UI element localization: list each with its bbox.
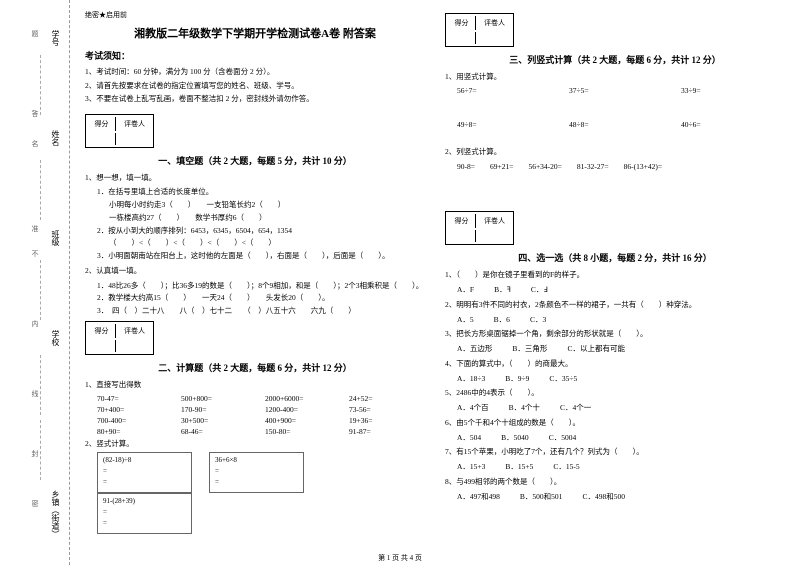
vert2-items: 90-8= 69+21= 56+34-20= 81-32-27= 86-(13+… bbox=[457, 161, 785, 174]
rules-block: 1、考试时间：60 分钟，满分为 100 分（含卷面分 2 分）。 2、请首先按… bbox=[85, 65, 425, 106]
content-area: 绝密★启用前 湘教版二年级数学下学期开学检测试卷A卷 附答案 考试须知： 1、考… bbox=[70, 0, 800, 565]
margin-hint: 线 bbox=[30, 390, 40, 397]
margin-dash bbox=[40, 55, 41, 115]
vert1-stem: 1、用竖式计算。 bbox=[445, 71, 785, 84]
calc-box: (82-18)÷8== bbox=[97, 452, 192, 493]
vert2-stem: 2、列竖式计算。 bbox=[445, 146, 785, 159]
part2-title: 二、计算题（共 2 大题，每题 6 分，共计 12 分） bbox=[85, 361, 425, 374]
margin-hint: 名 bbox=[30, 140, 40, 147]
q1a-items: 小明每小时约走3（ ） 一支铅笔长约2（ ） 一栋楼高约27（ ） 数学书厚约6… bbox=[109, 199, 425, 225]
right-column: 得分评卷人 三、列竖式计算（共 2 大题，每题 6 分，共计 12 分） 1、用… bbox=[435, 10, 795, 555]
margin-label: 姓名 bbox=[50, 130, 61, 146]
q2c: 3． 四（ ）二十八 八（ ）七十二 （ ）八五十六 六九（ ） bbox=[97, 305, 425, 318]
margin-dash bbox=[40, 260, 41, 320]
q1c: 3．小明面朝南站在阳台上，这时他的左面是（ ），右面是（ ），后面是（ ）。 bbox=[97, 250, 425, 263]
score-box: 得分评卷人 bbox=[445, 13, 514, 47]
c1-opts: A．FB．ꟻC．Ⅎ bbox=[457, 284, 785, 297]
margin-dash bbox=[40, 355, 41, 415]
c3: 3、把长方形桌面锯掉一个角，剩余部分的形状就是（ ）。 bbox=[445, 328, 785, 341]
calc2-boxes: (82-18)÷8== 36+6×8== 91-(28+39)== bbox=[97, 452, 425, 534]
exam-page: 学号 题 姓名 答 名 班级 准 不 学校 内 线 封 乡镇（街道） 密 绝密★… bbox=[0, 0, 800, 565]
grader-label: 评卷人 bbox=[118, 117, 151, 131]
margin-label: 乡镇（街道） bbox=[50, 490, 61, 538]
vert1-grid2: 49÷8=48÷8=40÷6= bbox=[457, 120, 785, 129]
calc1-grid: 70-47=500+800=2000+6000=24+52= 70+400=17… bbox=[97, 394, 425, 436]
calc1-stem: 1、直接写出得数 bbox=[85, 379, 425, 392]
c2-opts: A．5B．6C．3 bbox=[457, 314, 785, 327]
c3-opts: A．五边形B．三角形C．以上都有可能 bbox=[457, 343, 785, 356]
margin-hint: 封 bbox=[30, 450, 40, 457]
page-footer: 第 1 页 共 4 页 bbox=[0, 553, 800, 563]
margin-label: 班级 bbox=[50, 230, 61, 246]
part4-title: 四、选一选（共 8 小题，每题 2 分，共计 16 分） bbox=[445, 251, 785, 264]
margin-hint: 题 bbox=[30, 30, 40, 37]
c5-opts: A．4个百B．4个十C．4个一 bbox=[457, 402, 785, 415]
rule-item: 3、不要在试卷上乱写乱画，卷面不整洁扣 2 分，密封线外请勿作答。 bbox=[85, 92, 425, 106]
c2: 2、明明有3件不同的衬衣，2条颜色不一样的裙子，一共有（ ）种穿法。 bbox=[445, 299, 785, 312]
margin-dash bbox=[40, 160, 41, 220]
binding-margin: 学号 题 姓名 答 名 班级 准 不 学校 内 线 封 乡镇（街道） 密 bbox=[0, 0, 70, 565]
c8-opts: A．497和498B．500和501C．498和500 bbox=[457, 491, 785, 504]
margin-hint: 准 bbox=[30, 225, 40, 232]
q1a: 1．在括号里填上合适的长度单位。 bbox=[97, 186, 425, 199]
c4-opts: A．18÷3B．9÷9C．35÷5 bbox=[457, 373, 785, 386]
q1b-blank: （ ）<（ ）<（ ）<（ ）<（ ） bbox=[109, 237, 425, 250]
c7: 7、有15个苹果，小明吃了7个，还有几个？列式为（ ）。 bbox=[445, 446, 785, 459]
q1-stem: 1、想一想，填一填。 bbox=[85, 172, 425, 185]
score-box: 得分评卷人 bbox=[445, 211, 514, 245]
c4: 4、下面的算式中，（ ）的商最大。 bbox=[445, 358, 785, 371]
calc2-stem: 2、竖式计算。 bbox=[85, 438, 425, 451]
margin-hint: 不 bbox=[30, 250, 40, 257]
c8: 8、与499相邻的两个数是（ ）。 bbox=[445, 476, 785, 489]
notice-head: 考试须知： bbox=[85, 49, 425, 62]
q2b: 2．教学楼大约高15（ ） 一天24（ ） 头发长20（ ）。 bbox=[97, 292, 425, 305]
score-box: 得分评卷人 bbox=[85, 321, 154, 355]
c6: 6、由5个千和4个十组成的数是（ ）。 bbox=[445, 417, 785, 430]
q1b: 2．按从小到大的顺序排列：6453，6345，6504，654，1354 bbox=[97, 225, 425, 238]
margin-label: 学号 bbox=[50, 30, 61, 46]
q2-stem: 2、认真填一填。 bbox=[85, 265, 425, 278]
secret-label: 绝密★启用前 bbox=[85, 10, 425, 20]
c1: 1、（ ）是你在镜子里看到的F的样子。 bbox=[445, 269, 785, 282]
c5: 5、2486中的4表示（ ）。 bbox=[445, 387, 785, 400]
c6-opts: A．504B．5040C．5004 bbox=[457, 432, 785, 445]
score-label: 得分 bbox=[88, 117, 116, 131]
q2a: 1．48比26多（ ）；比36多19的数是（ ）；8个9相加，和是（ ）；2个3… bbox=[97, 280, 425, 293]
left-column: 绝密★启用前 湘教版二年级数学下学期开学检测试卷A卷 附答案 考试须知： 1、考… bbox=[75, 10, 435, 555]
vert1-grid: 56÷7=37÷5=33÷9= bbox=[457, 86, 785, 95]
c7-opts: A．15+3B．15+5C．15-5 bbox=[457, 461, 785, 474]
rule-item: 1、考试时间：60 分钟，满分为 100 分（含卷面分 2 分）。 bbox=[85, 65, 425, 79]
rule-item: 2、请首先按要求在试卷的指定位置填写您的姓名、班级、学号。 bbox=[85, 79, 425, 93]
margin-hint: 内 bbox=[30, 320, 40, 327]
margin-label: 学校 bbox=[50, 330, 61, 346]
calc-box: 91-(28+39)== bbox=[97, 493, 192, 534]
calc-box: 36+6×8== bbox=[209, 452, 304, 493]
exam-title: 湘教版二年级数学下学期开学检测试卷A卷 附答案 bbox=[85, 25, 425, 41]
margin-hint: 答 bbox=[30, 110, 40, 117]
margin-dash bbox=[40, 420, 41, 480]
part3-title: 三、列竖式计算（共 2 大题，每题 6 分，共计 12 分） bbox=[445, 53, 785, 66]
score-box: 得分评卷人 bbox=[85, 114, 154, 148]
part1-title: 一、填空题（共 2 大题，每题 5 分，共计 10 分） bbox=[85, 154, 425, 167]
margin-hint: 密 bbox=[30, 500, 40, 507]
